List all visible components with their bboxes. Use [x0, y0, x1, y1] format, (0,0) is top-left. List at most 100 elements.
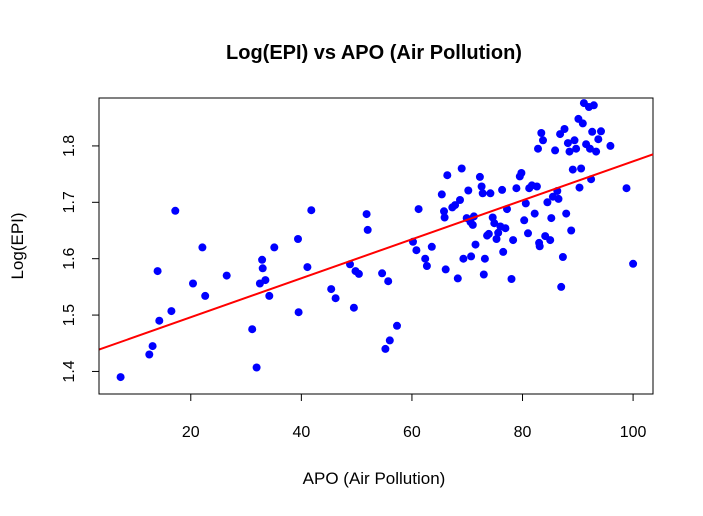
- data-point: [363, 225, 372, 234]
- points-layer: [116, 99, 638, 382]
- data-point: [385, 336, 394, 345]
- y-tick-label: 1.5: [61, 304, 78, 326]
- data-point: [443, 171, 452, 180]
- data-point: [459, 254, 468, 263]
- data-point: [546, 236, 555, 245]
- data-point: [539, 136, 547, 145]
- y-axis-label: Log(EPI): [8, 212, 27, 279]
- x-tick-label: 20: [182, 424, 200, 441]
- data-point: [475, 172, 484, 181]
- data-point: [557, 282, 566, 291]
- data-point: [578, 119, 587, 128]
- data-point: [498, 185, 507, 194]
- data-point: [554, 194, 563, 203]
- data-point: [562, 209, 571, 218]
- data-point: [384, 277, 393, 286]
- data-point: [563, 139, 572, 148]
- data-point: [622, 184, 631, 193]
- regression-line: [98, 153, 654, 351]
- data-point: [171, 206, 180, 215]
- data-point: [501, 224, 510, 233]
- data-point: [558, 253, 567, 261]
- data-point: [543, 198, 552, 207]
- data-point: [477, 182, 486, 191]
- data-point: [560, 125, 569, 133]
- data-point: [201, 291, 210, 300]
- data-point: [512, 184, 521, 193]
- data-point: [478, 189, 487, 198]
- data-point: [486, 189, 495, 198]
- data-point: [453, 274, 462, 283]
- data-point: [594, 135, 603, 144]
- data-point: [258, 255, 267, 264]
- data-point: [537, 129, 546, 137]
- data-point: [252, 363, 261, 372]
- y-tick-label: 1.8: [61, 135, 78, 157]
- data-point: [490, 219, 499, 228]
- data-point: [480, 254, 489, 263]
- data-point: [534, 144, 542, 153]
- y-tick-label: 1.7: [61, 191, 78, 213]
- data-point: [589, 101, 598, 110]
- data-point: [440, 213, 449, 222]
- data-point: [471, 240, 480, 249]
- y-axis: 1.4 1.5 1.6 1.7 1.8: [61, 135, 100, 383]
- data-point: [349, 303, 358, 312]
- data-point: [547, 214, 556, 223]
- data-point: [427, 242, 436, 251]
- data-point: [189, 279, 197, 288]
- data-point: [381, 344, 390, 353]
- data-point: [457, 164, 466, 173]
- data-point: [145, 350, 154, 359]
- data-point: [248, 325, 257, 334]
- data-point: [629, 259, 638, 268]
- data-point: [412, 246, 421, 255]
- data-point: [451, 201, 460, 210]
- data-point: [586, 144, 594, 153]
- data-point: [521, 199, 530, 208]
- x-tick-label: 80: [514, 424, 532, 441]
- data-point: [258, 264, 267, 273]
- data-point: [570, 136, 579, 145]
- data-point: [524, 229, 532, 238]
- data-point: [507, 275, 516, 283]
- data-point: [198, 243, 207, 252]
- data-point: [167, 307, 176, 316]
- data-point: [568, 165, 577, 174]
- data-point: [572, 144, 581, 153]
- data-point: [575, 183, 584, 192]
- data-point: [484, 229, 493, 238]
- data-point: [441, 265, 450, 274]
- data-point: [265, 291, 274, 300]
- data-point: [422, 262, 431, 270]
- data-point: [520, 216, 529, 225]
- data-point: [492, 235, 501, 243]
- data-point: [116, 373, 125, 382]
- data-point: [327, 285, 336, 294]
- data-point: [456, 196, 464, 204]
- data-point: [551, 146, 560, 155]
- data-point: [148, 342, 157, 351]
- data-point: [421, 254, 430, 263]
- data-point: [437, 190, 446, 199]
- chart-title: Log(EPI) vs APO (Air Pollution): [226, 42, 522, 64]
- data-point: [468, 220, 477, 229]
- x-tick-label: 100: [620, 424, 647, 441]
- data-point: [588, 127, 597, 136]
- y-tick-label: 1.6: [61, 247, 78, 269]
- data-point: [535, 242, 544, 251]
- data-point: [261, 276, 270, 285]
- data-point: [354, 269, 363, 278]
- x-tick-label: 40: [292, 424, 310, 441]
- data-point: [532, 182, 541, 191]
- data-point: [440, 207, 448, 216]
- data-point: [464, 186, 473, 195]
- data-point: [362, 210, 371, 219]
- x-axis: 20 40 60 80 100: [182, 393, 647, 441]
- y-tick-label: 1.4: [61, 360, 78, 382]
- data-point: [494, 228, 503, 237]
- data-point: [467, 252, 476, 261]
- data-point: [307, 206, 316, 215]
- data-point: [592, 147, 601, 156]
- x-tick-label: 60: [403, 424, 421, 441]
